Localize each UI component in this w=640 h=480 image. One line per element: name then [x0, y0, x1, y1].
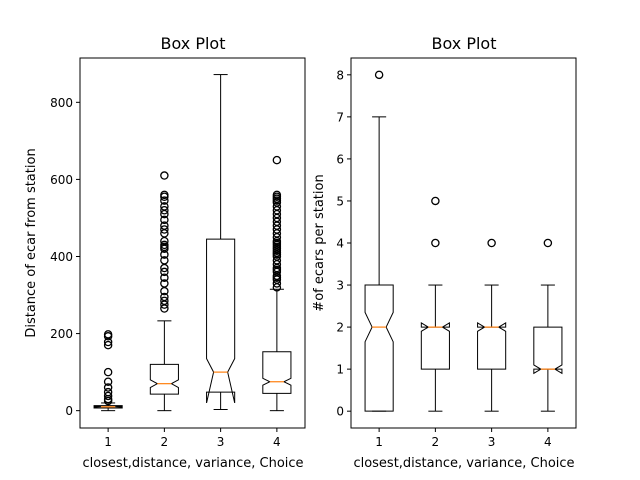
x-tick-label: 1 [375, 435, 383, 449]
outlier-point [160, 196, 169, 205]
y-tick-label: 200 [50, 327, 73, 341]
outlier-point [160, 279, 169, 288]
outlier-point [543, 238, 553, 248]
y-tick-label: 1 [336, 363, 344, 377]
outlier-point [103, 383, 113, 392]
outlier-point [103, 387, 113, 397]
x-axis-label: closest,distance, variance, Choice [82, 456, 303, 471]
y-tick-label: 400 [50, 250, 73, 264]
outlier-point [103, 340, 113, 350]
outlier-point [160, 296, 169, 306]
x-axis-label: closest,distance, variance, Choice [353, 456, 574, 471]
x-tick-label: 3 [488, 435, 496, 449]
y-tick-label: 6 [336, 152, 344, 166]
x-tick-label: 3 [217, 435, 225, 449]
outlier-point [103, 377, 113, 386]
y-tick-label: 4 [336, 237, 344, 251]
outlier-point [160, 171, 169, 180]
y-axis-label: Distance of ecar from station [24, 148, 39, 337]
outlier-point [103, 330, 113, 339]
outlier-point [487, 238, 496, 248]
y-tick-label: 0 [65, 404, 73, 418]
y-tick-label: 8 [336, 68, 344, 82]
box-body [533, 326, 563, 375]
y-axis-label: #of ecars per station [312, 174, 327, 311]
box-body [364, 284, 394, 412]
x-tick-label: 1 [104, 435, 112, 449]
box-body [477, 322, 507, 370]
x-tick-label: 4 [273, 435, 281, 449]
outlier-point [272, 155, 282, 165]
outlier-point [160, 202, 169, 211]
y-tick-label: 0 [336, 405, 344, 419]
y-tick-label: 600 [50, 173, 73, 187]
outlier-point [431, 238, 440, 248]
box-body [420, 322, 450, 370]
outlier-point [374, 70, 384, 80]
outlier-point [431, 196, 440, 206]
outlier-point [272, 190, 282, 200]
distance-box-plot: Box Plot closest,distance, variance, Cho… [24, 34, 306, 471]
outlier-point [160, 215, 169, 225]
outlier-point [160, 267, 169, 277]
chart-title: Box Plot [161, 34, 226, 53]
outlier-point [160, 240, 169, 250]
axes-frame [79, 57, 306, 429]
outlier-point [160, 273, 169, 282]
outlier-point [103, 391, 113, 401]
box-body [93, 405, 123, 409]
ecars-per-station-box-plot: Box Plot closest,distance, variance, Cho… [312, 34, 577, 471]
y-tick-label: 3 [336, 279, 344, 293]
outlier-point [103, 367, 113, 377]
box-body [262, 351, 292, 394]
x-tick-label: 4 [544, 435, 552, 449]
box-body [206, 238, 236, 404]
chart-title: Box Plot [432, 34, 497, 53]
x-tick-label: 2 [161, 435, 169, 449]
x-tick-label: 2 [432, 435, 440, 449]
y-tick-label: 800 [50, 96, 73, 110]
box-body [149, 363, 179, 395]
outlier-point [160, 205, 169, 215]
y-tick-label: 7 [336, 110, 344, 124]
outlier-point [160, 190, 169, 200]
outlier-point [160, 256, 169, 265]
y-tick-label: 5 [336, 194, 344, 208]
outlier-point [160, 292, 169, 302]
outlier-point [160, 221, 169, 230]
outlier-point [160, 225, 169, 234]
y-tick-label: 2 [336, 321, 344, 335]
